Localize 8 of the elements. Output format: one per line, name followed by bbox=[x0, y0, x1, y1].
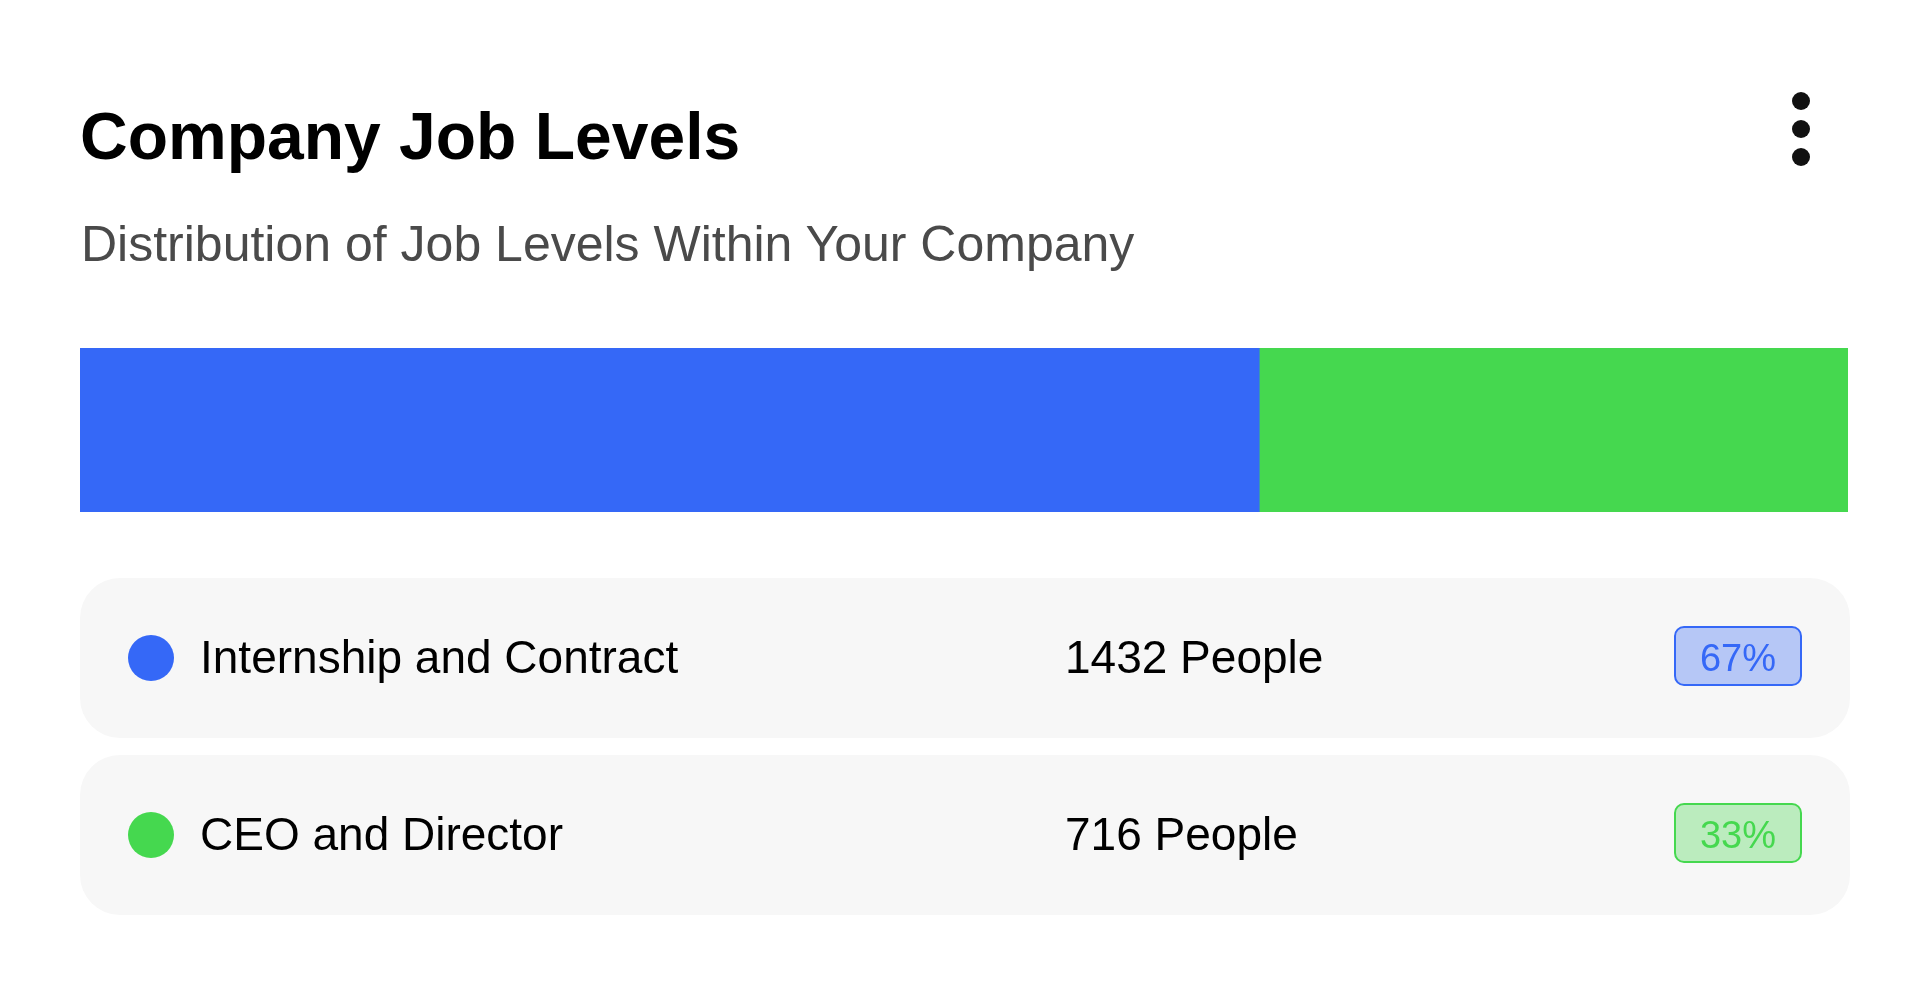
text: 67% bbox=[1674, 626, 1802, 686]
text: 716 People bbox=[1065, 807, 1298, 861]
chart-subtitle: Distribution of Job Levels Within Your Company bbox=[81, 215, 1135, 273]
text: 1432 People bbox=[1065, 630, 1324, 684]
chart-title: Company Job Levels bbox=[80, 98, 741, 174]
legend-label: CEO and Director bbox=[200, 807, 564, 861]
text: 33% bbox=[1674, 803, 1802, 863]
legend-label: Internship and Contract bbox=[200, 630, 679, 684]
